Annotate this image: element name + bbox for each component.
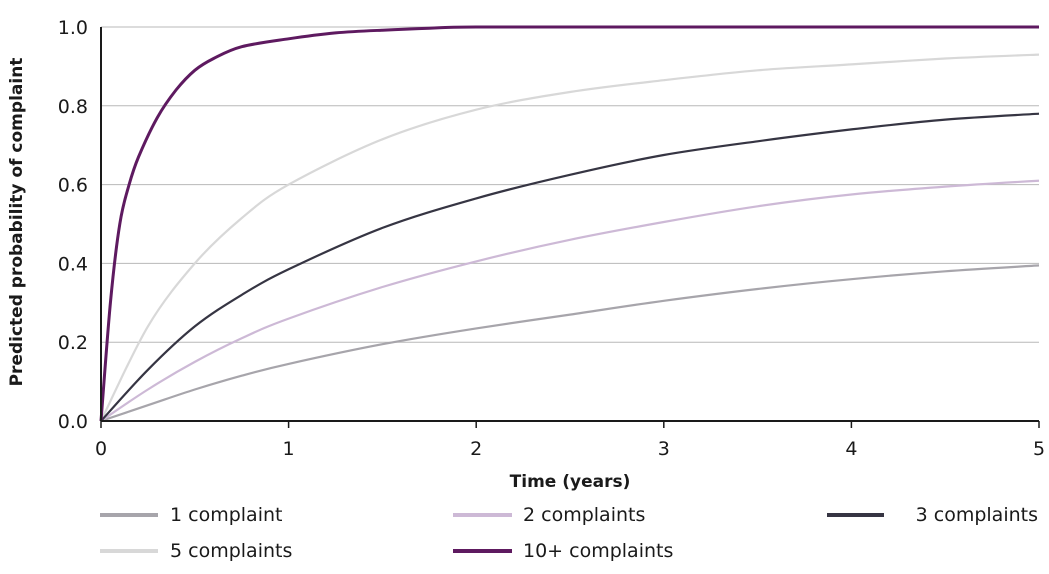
series-line-5-complaints xyxy=(100,53,1040,422)
legend-label-10-plus-complaints: 10+ complaints xyxy=(523,540,673,562)
x-tick-label: 5 xyxy=(1033,438,1045,460)
legend-label-3-complaints: 3 complaints xyxy=(916,504,1038,526)
legend: 1 complaint 2 complaints 3 complaints 5 com… xyxy=(100,504,1038,562)
y-tick-label: 0.8 xyxy=(58,96,88,118)
x-tick-label: 1 xyxy=(283,438,295,460)
tick-labels: 0.0 0.2 0.4 0.6 0.8 1.0 0 1 2 3 4 5 xyxy=(58,17,1045,460)
x-tick-label: 4 xyxy=(845,438,857,460)
legend-label-1-complaint: 1 complaint xyxy=(170,504,282,526)
x-tick-label: 0 xyxy=(95,438,107,460)
x-axis-title: Time (years) xyxy=(510,472,631,492)
y-tick-label: 0.4 xyxy=(58,253,88,275)
y-tick-label: 0.2 xyxy=(58,332,88,354)
series-line-3-complaints xyxy=(100,112,1040,422)
series-line-1-complaint xyxy=(100,264,1040,423)
axes xyxy=(100,27,1040,428)
legend-label-5-complaints: 5 complaints xyxy=(170,540,292,562)
series-line-10-plus-complaints xyxy=(99,25,1039,422)
series-lines xyxy=(99,25,1040,423)
y-tick-label: 1.0 xyxy=(58,17,88,39)
y-tick-label: 0.0 xyxy=(58,411,88,433)
y-axis-title: Predicted probability of complaint xyxy=(7,58,27,387)
x-tick-label: 3 xyxy=(658,438,670,460)
series-line-2-complaints xyxy=(100,179,1040,422)
y-tick-label: 0.6 xyxy=(58,175,88,197)
x-tick-label: 2 xyxy=(470,438,482,460)
legend-label-2-complaints: 2 complaints xyxy=(523,504,645,526)
